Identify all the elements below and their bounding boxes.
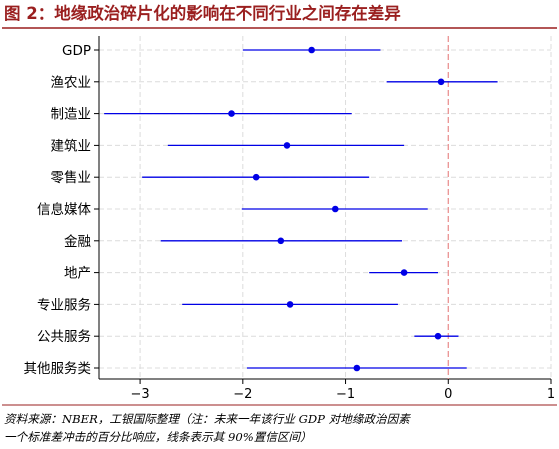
point-estimate-marker (283, 142, 291, 149)
grid-layer (99, 36, 552, 379)
x-tick-label: 0 (444, 387, 452, 402)
point-estimate-marker (308, 46, 315, 54)
source-note-line-2: 一个标准差冲击的百分比响应，线条表示其 90%置信区间） (4, 430, 312, 444)
point-estimate-marker (353, 364, 361, 372)
category-label: 渔农业 (51, 75, 92, 91)
category-label: GDP (62, 43, 91, 59)
interval-chart: −3 −2 −1 0 1 GDP 渔农业制造业建筑业零售业信息媒体金融地产专业服务公共服务… (24, 36, 555, 402)
x-tick-label: −1 (336, 387, 355, 402)
x-tick-label: −2 (233, 387, 252, 402)
category-label: 公共服务 (37, 329, 91, 345)
source-note-line-1: 资料来源：NBER，工银国际整理（注：未来一年该行业 GDP 对地缘政治因素 (4, 412, 411, 426)
category-label: 建筑业 (51, 138, 92, 154)
category-label: 其他服务类 (24, 361, 92, 377)
category-label: 制造业 (51, 107, 92, 123)
category-label: 零售业 (51, 170, 92, 186)
category-label: 地产 (64, 266, 91, 282)
x-tick-label: −3 (131, 387, 150, 402)
category-label: 专业服务 (37, 297, 91, 313)
point-estimate-marker (331, 205, 339, 213)
point-estimate-marker (400, 269, 408, 276)
point-estimate-marker (252, 173, 260, 181)
x-tick-label: 1 (547, 387, 555, 402)
series-layer (104, 46, 498, 372)
point-estimate-marker (277, 237, 285, 245)
point-estimate-marker (437, 78, 445, 86)
category-label: 信息媒体 (37, 201, 91, 218)
point-estimate-marker (434, 332, 442, 340)
point-estimate-marker (228, 110, 235, 117)
axis-layer: −3 −2 −1 0 1 (94, 36, 555, 402)
category-label: 金融 (64, 234, 91, 250)
point-estimate-marker (286, 301, 294, 308)
figure-title: 图 2：地缘政治碎片化的影响在不同行业之间存在差异 (4, 3, 401, 23)
